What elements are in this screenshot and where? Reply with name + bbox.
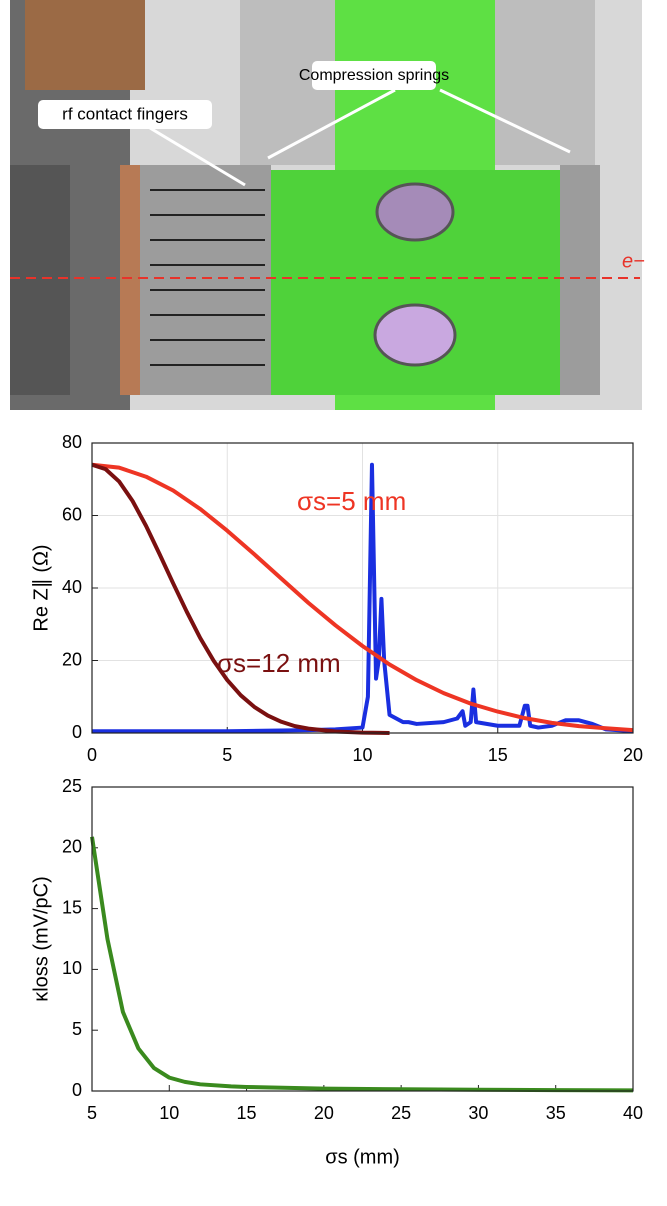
gasket bbox=[120, 165, 142, 395]
series-label: σs=12 mm bbox=[217, 648, 341, 678]
x-tick-label: 15 bbox=[237, 1103, 257, 1123]
port-top bbox=[377, 184, 453, 240]
x-tick-label: 20 bbox=[314, 1103, 334, 1123]
y-tick-label: 5 bbox=[72, 1019, 82, 1039]
fingers-right bbox=[560, 165, 600, 395]
beam-label: e− bbox=[622, 250, 645, 272]
fingers-left bbox=[140, 165, 271, 395]
callout: rf contact fingers bbox=[62, 104, 188, 123]
x-tick-label: 25 bbox=[391, 1103, 411, 1123]
y-tick-label: 0 bbox=[72, 722, 82, 742]
y-tick-label: 0 bbox=[72, 1080, 82, 1100]
flange bbox=[25, 0, 145, 90]
y-axis-label: κloss (mV/pC) bbox=[30, 876, 52, 1002]
y-tick-label: 20 bbox=[62, 649, 82, 669]
x-tick-label: 10 bbox=[352, 745, 372, 765]
x-tick-label: 5 bbox=[87, 1103, 97, 1123]
x-tick-label: 10 bbox=[159, 1103, 179, 1123]
y-tick-label: 25 bbox=[62, 776, 82, 796]
y-tick-label: 80 bbox=[62, 432, 82, 452]
y-tick-label: 10 bbox=[62, 958, 82, 978]
series-label: σs=5 mm bbox=[297, 486, 406, 516]
x-tick-label: 40 bbox=[623, 1103, 643, 1123]
x-tick-label: 5 bbox=[222, 745, 232, 765]
x-tick-label: 20 bbox=[623, 745, 643, 765]
y-tick-label: 60 bbox=[62, 504, 82, 524]
x-axis-label: σs (mm) bbox=[325, 1146, 400, 1168]
port-bottom bbox=[375, 305, 455, 365]
plot-area bbox=[92, 787, 633, 1091]
x-tick-label: 30 bbox=[468, 1103, 488, 1123]
callout: Compression springs bbox=[299, 67, 449, 84]
pipe bbox=[10, 165, 70, 395]
illustration: e− Compression springs rf contact finger… bbox=[10, 0, 645, 410]
figure: e− Compression springs rf contact finger… bbox=[0, 0, 667, 1201]
y-tick-label: 15 bbox=[62, 897, 82, 917]
x-tick-label: 15 bbox=[488, 745, 508, 765]
y-tick-label: 40 bbox=[62, 577, 82, 597]
x-tick-label: 0 bbox=[87, 745, 97, 765]
y-axis-label: Re Z∥ (Ω) bbox=[30, 544, 52, 631]
y-tick-label: 20 bbox=[62, 837, 82, 857]
x-tick-label: 35 bbox=[546, 1103, 566, 1123]
